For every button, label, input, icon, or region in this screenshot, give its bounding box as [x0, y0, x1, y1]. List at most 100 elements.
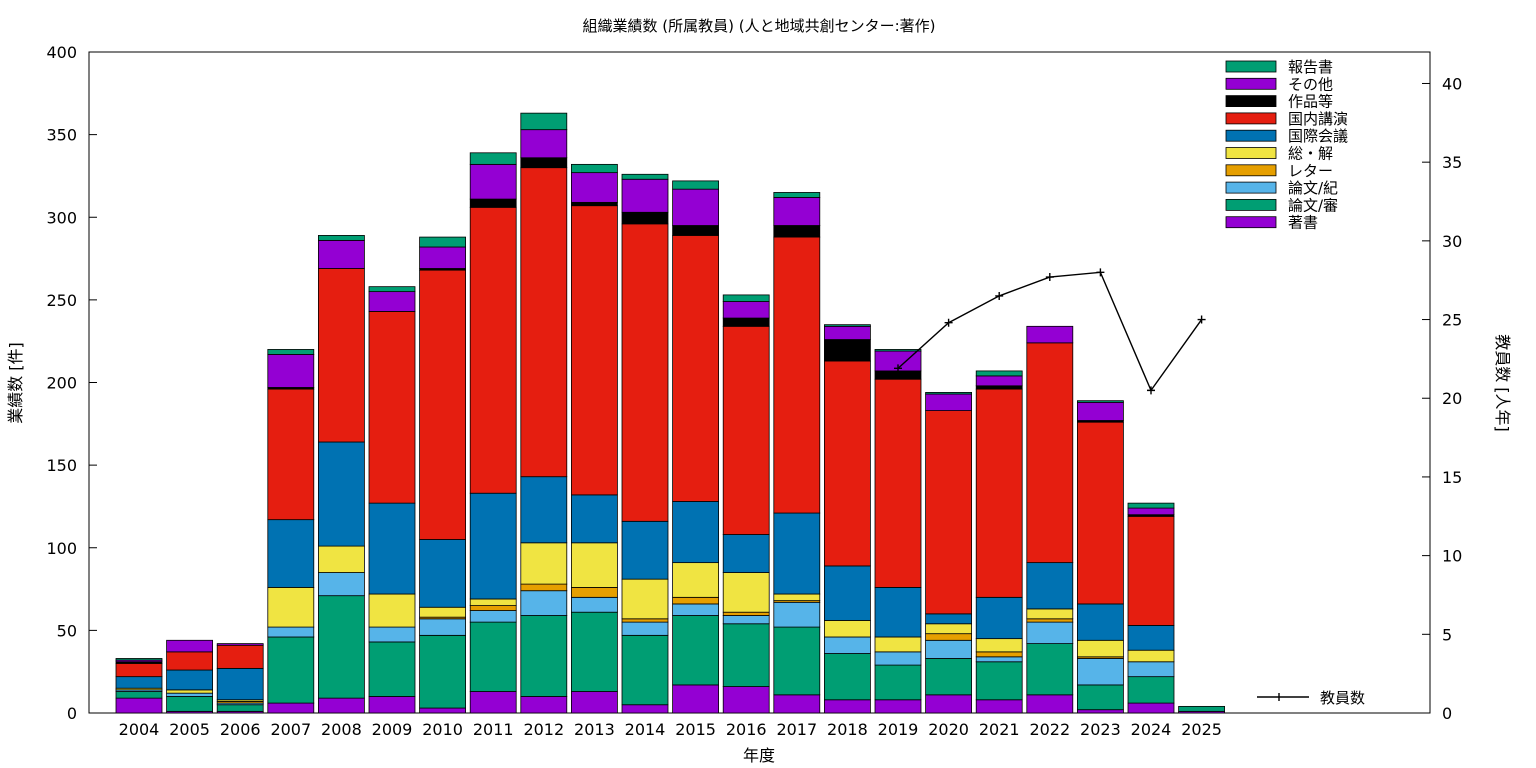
chart-title: 組織業績数 (所属教員) (人と地域共創センター:著作) — [582, 17, 935, 35]
bar-segment — [317, 572, 365, 597]
bar-segment — [824, 636, 871, 654]
legend-label: 国際会議 — [1288, 127, 1348, 145]
bar-segment — [925, 392, 972, 395]
bar-segment — [722, 686, 770, 714]
y2-tick-label: 30 — [1442, 232, 1462, 251]
x-tick-label: 2008 — [321, 720, 362, 739]
legend-swatch — [1225, 77, 1277, 90]
line-point — [1096, 268, 1105, 277]
bar-segment — [621, 223, 669, 522]
x-tick-label: 2013 — [574, 720, 615, 739]
y-tick-label: 350 — [46, 126, 77, 145]
bar-segment — [722, 325, 770, 535]
bar-segment — [1077, 400, 1124, 403]
bar-segment — [520, 696, 568, 714]
bar-segment — [267, 587, 315, 628]
bar-segment — [672, 603, 719, 616]
bar-segment — [469, 152, 517, 165]
bar-segment — [520, 129, 568, 159]
bar-segment — [773, 197, 821, 226]
bar-segment — [571, 201, 618, 207]
bar-segment — [115, 676, 163, 689]
bar-segment — [469, 198, 517, 208]
bar-segment — [975, 638, 1023, 653]
y-tick-label: 50 — [57, 621, 77, 640]
bar-segment — [874, 664, 922, 701]
bar-segment — [722, 317, 770, 327]
legend-label: 報告書 — [1288, 58, 1333, 76]
bar-segment — [469, 598, 517, 606]
bar-segment — [469, 163, 517, 200]
bar-segment — [975, 385, 1023, 390]
bar-segment — [975, 596, 1023, 640]
bar-segment — [368, 311, 416, 504]
bar-segment — [115, 663, 163, 678]
bar-segment — [317, 595, 365, 699]
bar-segment — [722, 534, 770, 573]
bar-segment — [975, 651, 1023, 658]
x-tick-label: 2020 — [928, 720, 969, 739]
bar-segment — [469, 206, 517, 494]
x-tick-label: 2006 — [220, 720, 261, 739]
bar-segment — [216, 667, 264, 701]
bar-segment — [1127, 515, 1175, 626]
bar-segment — [975, 699, 1023, 714]
bar-segment — [824, 653, 871, 701]
x-tick-label: 2010 — [422, 720, 463, 739]
bar-segment — [317, 441, 365, 547]
bar-segment — [672, 615, 719, 686]
y2-tick-label: 25 — [1442, 311, 1462, 330]
y2-tick-label: 10 — [1442, 547, 1462, 566]
bar-segment — [1127, 625, 1175, 651]
x-tick-label: 2023 — [1080, 720, 1121, 739]
bar-segment — [773, 192, 821, 198]
legend-swatch — [1225, 112, 1277, 125]
bar-segment — [824, 360, 871, 567]
bar-segment — [317, 697, 365, 714]
bar-segment — [925, 410, 972, 615]
bar-segment — [722, 623, 770, 687]
x-tick-label: 2018 — [827, 720, 868, 739]
legend-label: 総・解 — [1288, 145, 1333, 163]
y-tick-label: 150 — [46, 456, 77, 475]
bar-segment — [419, 236, 467, 248]
y2-tick-label: 0 — [1442, 704, 1452, 723]
bar-segment — [571, 172, 618, 203]
bar-segment — [368, 502, 416, 595]
bar-segment — [1026, 608, 1074, 620]
bar-segment — [1127, 702, 1175, 714]
x-tick-label: 2025 — [1181, 720, 1222, 739]
legend-label-line: 教員数 — [1320, 689, 1365, 707]
bar-segment — [419, 606, 467, 618]
bar-segment — [520, 542, 568, 585]
bar-segment — [267, 354, 315, 388]
bar-segment — [571, 611, 618, 692]
bar-segment — [216, 643, 264, 646]
x-axis-title: 年度 — [743, 746, 775, 765]
bar-segment — [1026, 618, 1074, 623]
bar-segment — [571, 542, 618, 588]
y-tick-label: 200 — [46, 374, 77, 393]
x-tick-label: 2009 — [372, 720, 413, 739]
bar-segment — [925, 633, 972, 641]
y2-tick-label: 20 — [1442, 389, 1462, 408]
bar-segment — [1127, 661, 1175, 678]
bar-segment — [722, 611, 770, 616]
legend-swatch — [1225, 129, 1277, 142]
x-tick-label: 2011 — [473, 720, 514, 739]
bar-segment — [520, 476, 568, 544]
bar-segment — [571, 163, 618, 174]
bar-segment — [368, 593, 416, 628]
bar-segment — [824, 699, 871, 714]
bar-segment — [925, 393, 972, 411]
bar-segment — [975, 370, 1023, 377]
bar-segment — [1077, 709, 1124, 714]
bar-segment — [216, 644, 264, 669]
x-tick-label: 2015 — [675, 720, 716, 739]
bar-segment — [317, 545, 365, 573]
bar-segment — [874, 349, 922, 352]
bar-segment — [469, 610, 517, 623]
y-tick-label: 250 — [46, 291, 77, 310]
bar-segment — [672, 501, 719, 564]
